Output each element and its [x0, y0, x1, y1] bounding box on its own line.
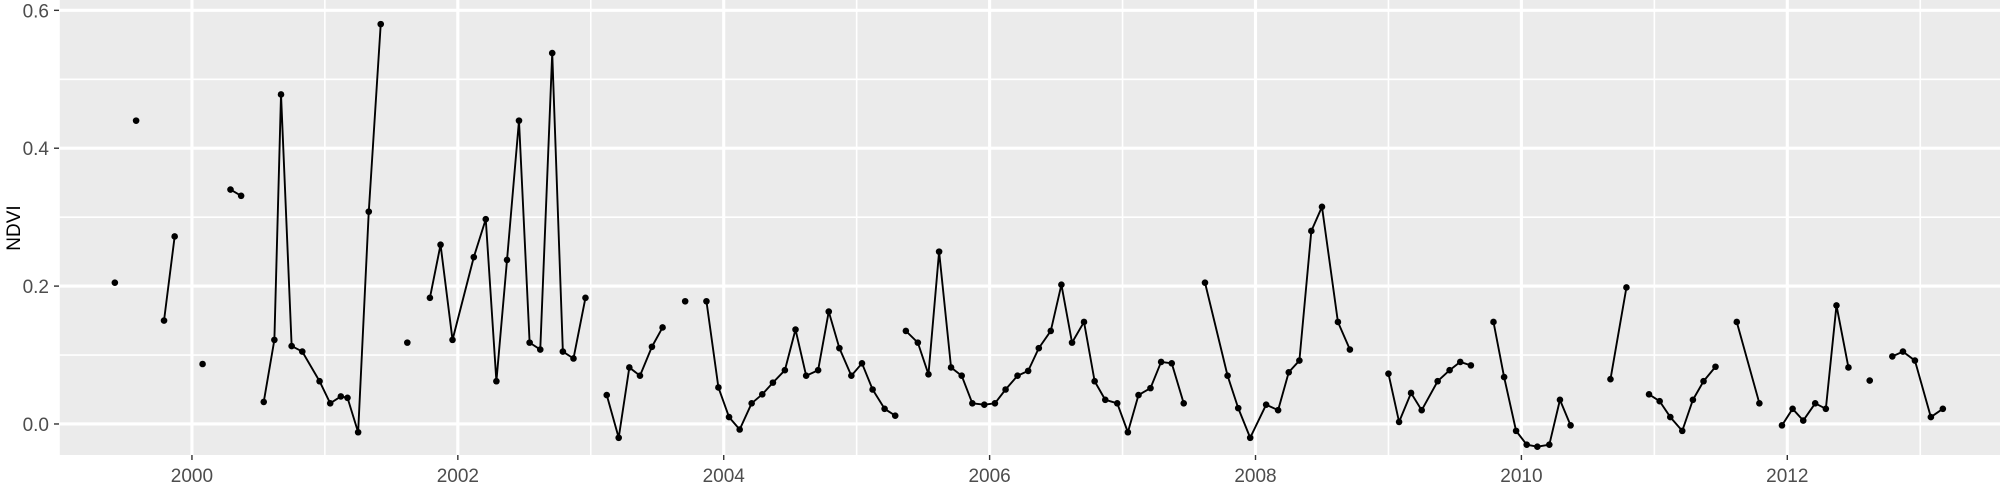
grid-minor-lines: [58, 0, 2000, 455]
y-axis-tick-label: 0.4: [23, 139, 50, 160]
x-axis-ticks: [191, 455, 1788, 460]
x-axis-tick-label: 2000: [171, 466, 213, 487]
y-axis-ticks: [54, 9, 59, 425]
x-axis-tick-label: 2008: [1234, 466, 1276, 487]
y-axis-tick-labels: 0.0 0.2 0.4 0.6: [23, 1, 50, 436]
y-axis-tick-label: 0.2: [23, 277, 49, 298]
plot-panel-background: [59, 0, 2000, 455]
data-line-series: [163, 23, 1944, 448]
x-axis-tick-label: 2012: [1766, 466, 1808, 487]
data-point-markers: [111, 20, 1947, 451]
x-axis-tick-label: 2002: [437, 466, 479, 487]
x-axis-tick-label: 2006: [968, 466, 1010, 487]
y-axis-tick-label: 0.0: [23, 415, 49, 436]
grid-major-lines: [59, 0, 2000, 455]
y-axis-tick-label: 0.6: [23, 1, 49, 22]
x-axis-tick-label: 2004: [703, 466, 746, 487]
y-axis-title: NDVI: [4, 205, 25, 250]
x-axis-tick-label: 2010: [1500, 466, 1542, 487]
x-axis-tick-labels: 2000 2002 2004 2006 2008 2010 2012: [171, 466, 1809, 487]
